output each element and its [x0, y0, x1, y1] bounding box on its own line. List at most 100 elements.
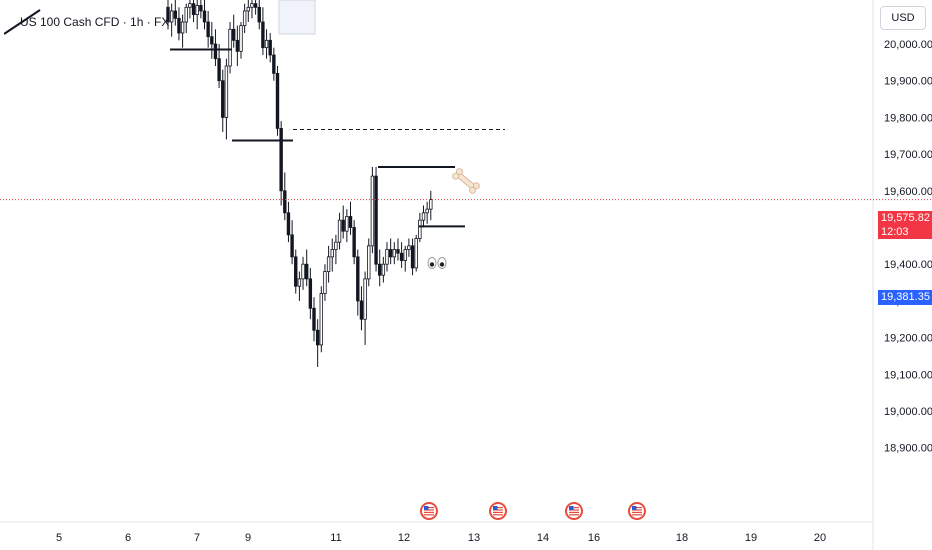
- candle-body: [326, 256, 331, 272]
- time-label: 13: [468, 532, 480, 544]
- candle-body: [421, 212, 426, 221]
- candle: [239, 21, 243, 59]
- candle: [242, 3, 247, 33]
- candle: [173, 0, 177, 26]
- candle: [221, 69, 225, 133]
- candle-body: [356, 256, 360, 302]
- time-label: 19: [745, 532, 757, 544]
- candle: [359, 286, 364, 331]
- candle-body: [199, 5, 203, 12]
- candle: [304, 249, 309, 287]
- candle-body: [239, 25, 243, 52]
- candle-body: [242, 10, 247, 27]
- candle-body: [385, 249, 389, 265]
- flag-stripe: [632, 514, 642, 516]
- candle: [213, 29, 218, 67]
- candle: [407, 238, 411, 257]
- time-label: 18: [676, 532, 688, 544]
- candle-body: [304, 263, 309, 280]
- candle-body: [264, 39, 269, 49]
- price-label: 19,100.00: [884, 369, 932, 381]
- flag-stripe: [632, 509, 642, 511]
- candle: [330, 238, 334, 272]
- candle: [246, 0, 250, 22]
- candle: [308, 267, 313, 320]
- time-label: 12: [398, 532, 410, 544]
- candle: [264, 29, 269, 59]
- candle: [253, 0, 258, 15]
- candle-body: [429, 199, 433, 210]
- candle-body: [191, 3, 196, 16]
- candle: [268, 32, 272, 63]
- candle-body: [173, 10, 177, 19]
- symbol-title: US 100 Cash CFD · 1h · FX: [20, 15, 170, 29]
- candle: [217, 44, 221, 89]
- candle: [257, 0, 261, 30]
- candle: [377, 249, 382, 287]
- us-flag-event-icon: [489, 502, 507, 520]
- candle: [184, 3, 188, 33]
- candle-body: [294, 256, 298, 287]
- candle-body: [221, 80, 225, 118]
- candle: [418, 212, 422, 243]
- candle-body: [250, 3, 254, 8]
- candle-body: [188, 3, 192, 8]
- eyes-icon: [427, 257, 447, 269]
- candle-body: [301, 263, 305, 280]
- flag-canton: [424, 506, 429, 510]
- candle-body: [253, 3, 258, 8]
- flag-stripe: [424, 509, 434, 511]
- flag-canton: [493, 506, 498, 510]
- candle-body: [414, 238, 418, 269]
- candle: [399, 242, 404, 268]
- candle-body: [337, 219, 342, 243]
- candle-body: [224, 65, 229, 118]
- candle-body: [341, 219, 345, 232]
- flag-stripe: [493, 507, 503, 509]
- us-flag-event-icon: [565, 502, 583, 520]
- candle-body: [392, 249, 396, 258]
- symbol-header[interactable]: US 100 Cash CFD · 1h · FX: [4, 8, 169, 36]
- candle: [352, 220, 356, 265]
- candle-body: [308, 278, 313, 309]
- candle: [177, 7, 181, 41]
- flag-stripe: [569, 511, 579, 513]
- candle: [191, 0, 196, 22]
- candle: [414, 234, 418, 272]
- candle: [370, 166, 375, 254]
- candle: [294, 249, 298, 294]
- candle: [224, 58, 229, 140]
- candle-body: [359, 300, 364, 320]
- drawing-tool-icon: [4, 9, 41, 35]
- candle: [250, 0, 254, 19]
- candle: [348, 201, 353, 235]
- time-label: 14: [537, 532, 549, 544]
- candle: [279, 121, 283, 206]
- events-layer: [420, 502, 646, 520]
- candle: [363, 271, 367, 345]
- candle: [341, 205, 345, 239]
- candle-body: [363, 278, 367, 320]
- candle: [297, 271, 302, 301]
- candle: [301, 256, 305, 290]
- event-ring: [489, 502, 507, 520]
- price-scale[interactable]: 20,000.00 19,900.00 19,800.00 19,700.00 19,6…: [884, 39, 932, 455]
- time-axis[interactable]: 5 6 7 9 11 12 13 14 16 18 19 20: [56, 532, 826, 544]
- price-label: 19,800.00: [884, 112, 932, 124]
- marker-price-label: 19,381.35: [881, 291, 930, 303]
- candle-body: [315, 329, 320, 346]
- candle-body: [275, 72, 280, 129]
- candle-body: [213, 43, 218, 60]
- candle: [261, 7, 265, 56]
- candle-body: [195, 5, 199, 16]
- candle: [425, 201, 429, 224]
- flag-stripe: [424, 511, 434, 513]
- price-label: 18,900.00: [884, 443, 932, 455]
- price-label: 19,200.00: [884, 333, 932, 345]
- price-label: 19,900.00: [884, 76, 932, 88]
- currency-button[interactable]: USD: [880, 6, 926, 30]
- candle-body: [257, 6, 261, 23]
- price-label: 20,000.00: [884, 39, 932, 51]
- flag-stripe: [632, 507, 642, 509]
